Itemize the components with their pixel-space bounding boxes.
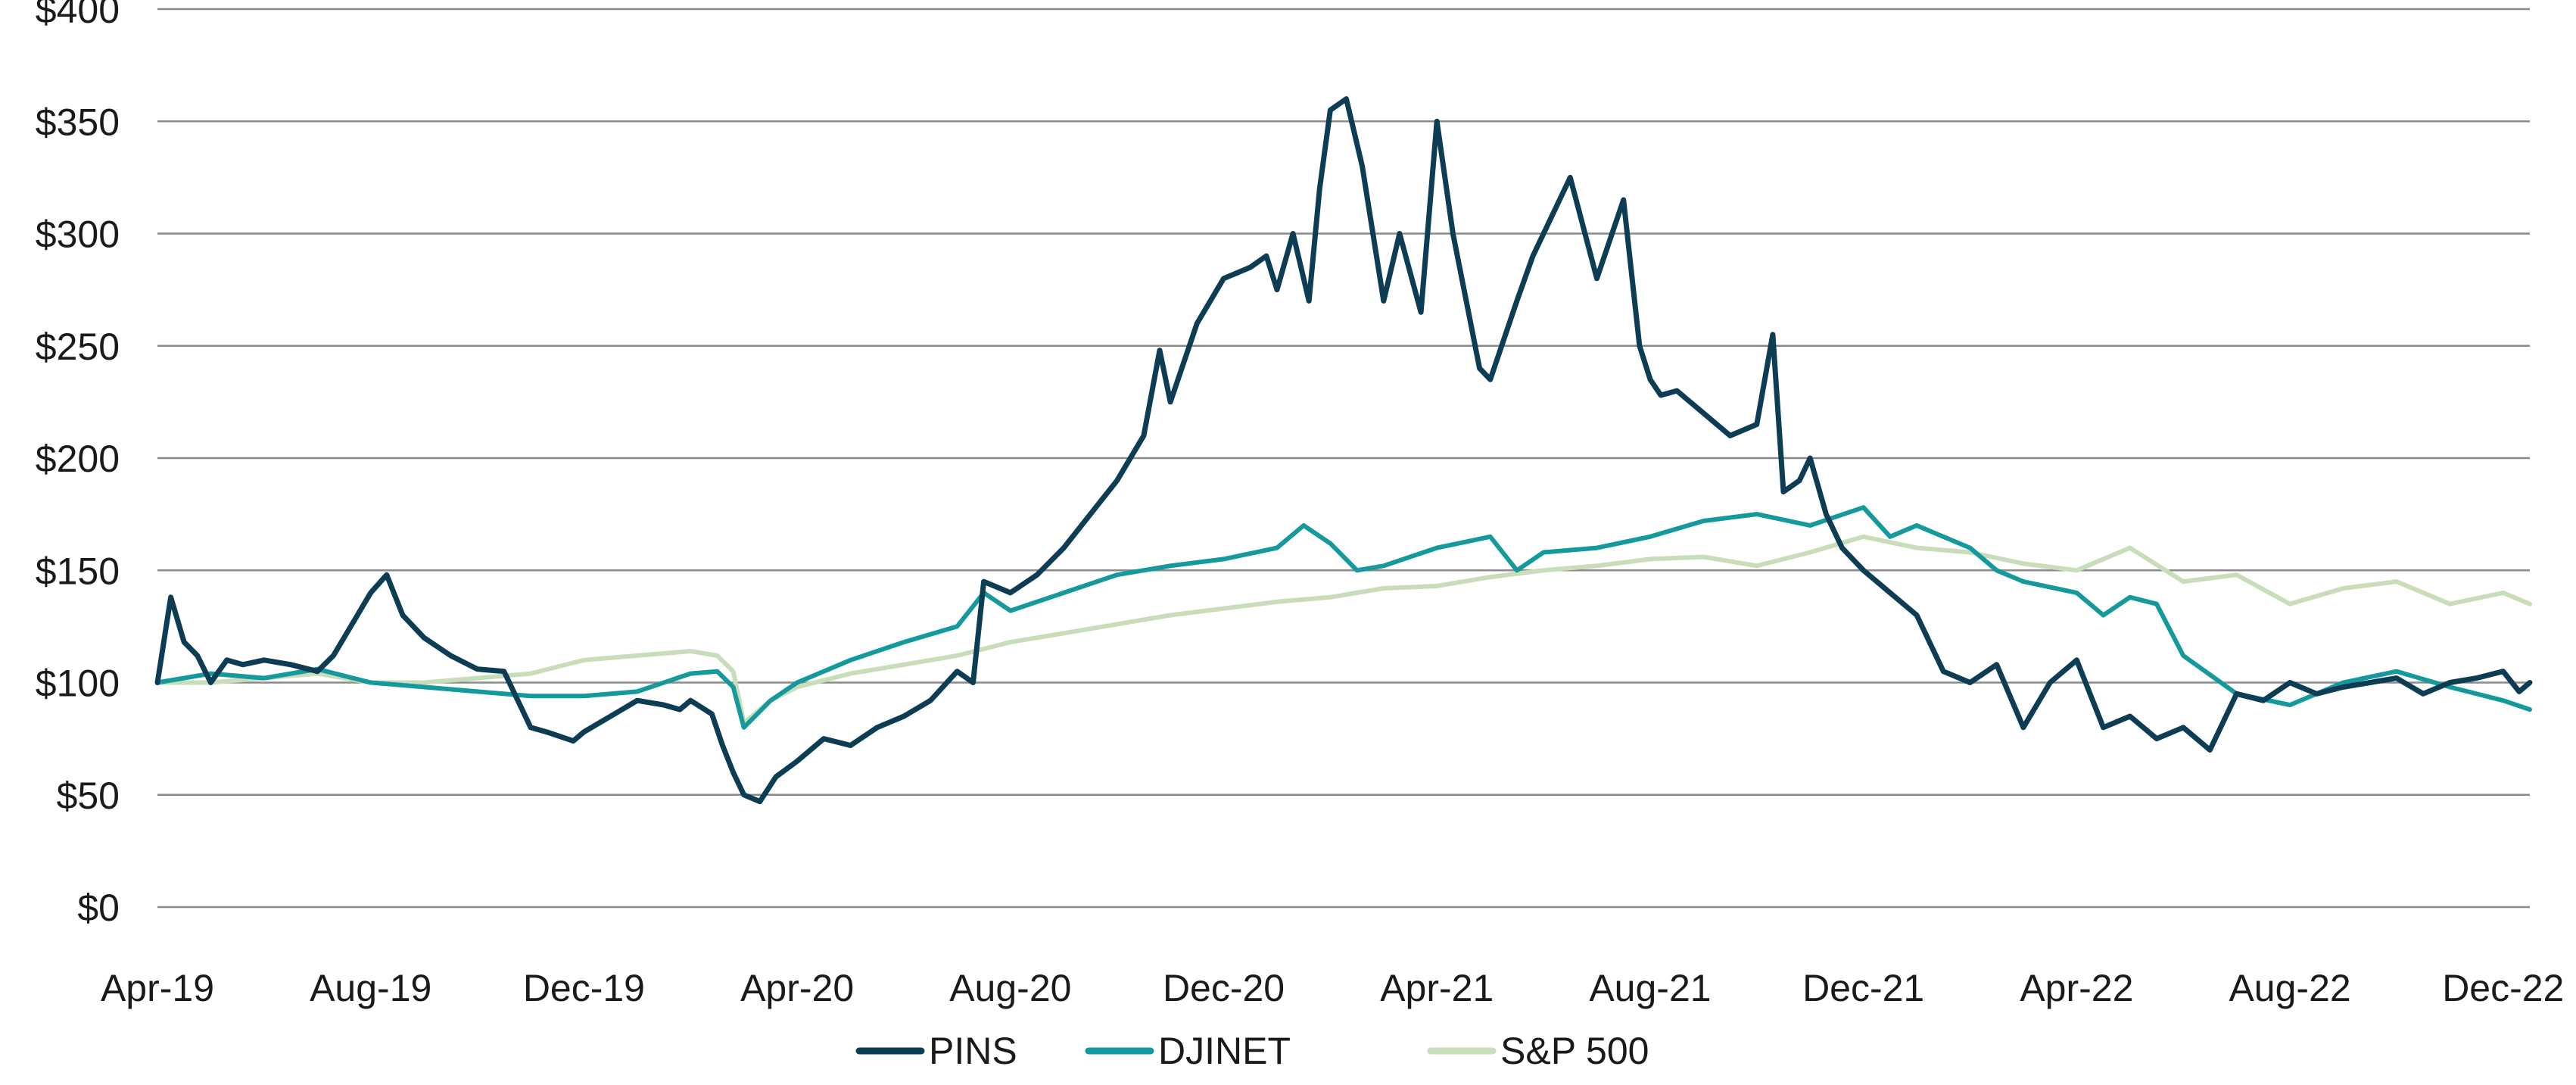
- legend-label-sp500: S&P 500: [1500, 1030, 1649, 1072]
- y-axis-tick-labels: $0 $50 $100 $150 $200 $250 $300 $350 $400: [36, 0, 120, 929]
- x-tick-label: Apr-20: [740, 967, 854, 1009]
- y-tick-label: $200: [36, 438, 120, 480]
- x-tick-label: Dec-22: [2442, 967, 2564, 1009]
- y-tick-label: $50: [57, 775, 120, 817]
- series-line-pins: [154, 96, 2533, 805]
- x-tick-label: Dec-21: [1802, 967, 1924, 1009]
- x-tick-label: Aug-21: [1589, 967, 1711, 1009]
- legend-label-djinet: DJINET: [1158, 1030, 1291, 1072]
- y-tick-label: $300: [36, 214, 120, 256]
- y-tick-label: $250: [36, 326, 120, 368]
- x-axis-tick-labels: Apr-19 Aug-19 Dec-19 Apr-20 Aug-20 Dec-20 Apr-…: [101, 967, 2564, 1009]
- series-lines: [154, 96, 2533, 805]
- x-tick-label: Apr-22: [2020, 967, 2133, 1009]
- x-tick-label: Dec-19: [523, 967, 645, 1009]
- x-tick-label: Apr-21: [1380, 967, 1494, 1009]
- x-tick-label: Aug-22: [2229, 967, 2350, 1009]
- series-line-djinet: [155, 505, 2532, 730]
- series-line-sp500: [155, 534, 2532, 725]
- y-tick-label: $150: [36, 550, 120, 592]
- legend-label-pins: PINS: [929, 1030, 1017, 1072]
- x-tick-label: Aug-19: [310, 967, 431, 1009]
- legend: PINS DJINET S&P 500: [855, 1030, 1649, 1072]
- x-tick-label: Dec-20: [1163, 967, 1285, 1009]
- x-tick-label: Apr-19: [101, 967, 214, 1009]
- x-tick-label: Aug-20: [949, 967, 1071, 1009]
- y-tick-label: $400: [36, 0, 120, 31]
- y-tick-label: $350: [36, 101, 120, 143]
- gridlines: [157, 8, 2530, 909]
- y-tick-label: $100: [36, 663, 120, 705]
- y-tick-label: $0: [77, 887, 120, 929]
